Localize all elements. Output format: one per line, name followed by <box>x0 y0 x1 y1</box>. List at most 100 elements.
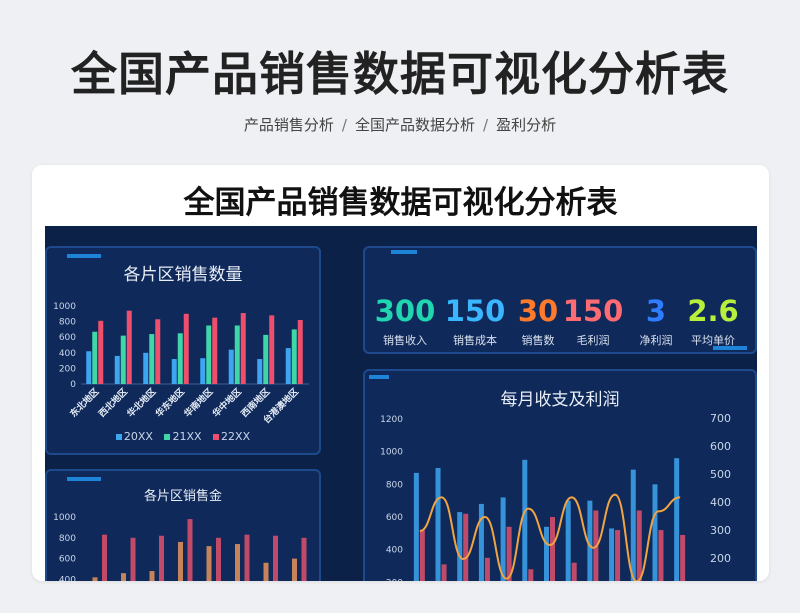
y-tick-label: 400 <box>59 575 76 581</box>
x-tick-label: 华南地区 <box>181 386 215 420</box>
bar <box>159 535 164 581</box>
y-tick-label: 1000 <box>53 302 76 312</box>
bar <box>658 530 664 581</box>
bar <box>587 500 593 581</box>
y-right-tick-label: 300 <box>710 524 731 537</box>
y-tick-label: 0 <box>70 380 76 390</box>
bar <box>130 537 136 581</box>
kpi-sales-revenue: 300 销售收入 <box>365 294 445 348</box>
preview-card[interactable]: 全国产品销售数据可视化分析表 各片区销售数量 0 200 400 600 800 1000… <box>32 165 769 581</box>
kpi-sales-count: 30 销售数 <box>498 294 578 348</box>
bar <box>235 544 240 581</box>
bar <box>522 459 528 581</box>
legend-swatch <box>115 434 122 440</box>
bar <box>178 541 183 581</box>
bar <box>297 320 303 384</box>
y-tick-label: 1000 <box>53 513 76 523</box>
bar <box>257 359 263 384</box>
y-left-tick-label: 200 <box>386 578 403 581</box>
bar <box>500 497 506 581</box>
region-amount-panel: 各片区销售金 200 400 600 800 1000 <box>45 469 321 581</box>
kpi-label: 毛利润 <box>576 334 610 347</box>
panel-accent <box>713 346 747 350</box>
legend-label: 22XX <box>221 430 251 443</box>
monthly-title: 每月收支及利润 <box>500 390 620 410</box>
kpi-gross-profit: 150 毛利润 <box>553 294 633 348</box>
breadcrumb-item-sales[interactable]: 产品销售分析 <box>243 116 334 134</box>
chart-legend: 20XX 21XX 22XX <box>47 430 319 443</box>
bar <box>484 557 490 581</box>
bar <box>244 534 250 581</box>
region-quantity-chart: 0 200 400 600 800 1000 东北地区西北地区华北地区华东地区华南地区华中地… <box>53 302 309 426</box>
kpi-panel: 300 销售收入 150 销售成本 30 销售数 150 毛利润 3 净利润 2… <box>363 246 757 354</box>
kpi-label: 销售收入 <box>383 334 427 347</box>
legend-item-21xx[interactable]: 21XX <box>164 430 202 443</box>
bar <box>98 320 104 384</box>
legend-item-22xx[interactable]: 22XX <box>213 430 250 443</box>
legend-item-20xx[interactable]: 20XX <box>115 430 153 443</box>
y-left-tick-label: 600 <box>386 513 403 523</box>
y-tick-label: 400 <box>59 349 76 359</box>
legend-swatch <box>164 434 171 440</box>
legend-swatch <box>213 434 220 440</box>
y-left-tick-label: 400 <box>386 546 403 556</box>
x-tick-label: 东北地区 <box>67 386 101 420</box>
dashboard-title: 全国产品销售数据可视化分析表 <box>183 185 618 221</box>
panel-accent <box>67 477 101 481</box>
bar <box>544 526 549 581</box>
panel-accent <box>369 375 389 379</box>
kpi-label: 平均单价 <box>691 334 735 347</box>
bar <box>269 315 275 384</box>
bar <box>102 534 107 581</box>
bar <box>435 468 441 581</box>
y-left-tick-label: 1200 <box>380 415 403 425</box>
bar <box>565 500 571 581</box>
bar <box>155 319 161 384</box>
kpi-net-profit: 3 净利润 <box>616 294 696 348</box>
bar <box>149 571 155 581</box>
monthly-panel: 每月收支及利润 200 400 600 800 1000 1200 200 300 400 500… <box>363 369 757 581</box>
bar <box>441 564 447 581</box>
bar <box>187 519 193 581</box>
y-tick-label: 200 <box>59 364 76 374</box>
bar <box>228 349 234 384</box>
y-tick-label: 600 <box>59 333 76 343</box>
kpi-label: 净利润 <box>639 334 673 347</box>
bar <box>292 558 297 581</box>
bar <box>285 348 291 384</box>
bar <box>506 526 512 581</box>
bar <box>609 528 615 581</box>
breadcrumb-item-national[interactable]: 全国产品数据分析 <box>354 116 475 134</box>
y-right-tick-label: 700 <box>710 412 731 425</box>
bar <box>206 546 212 581</box>
bar <box>413 472 419 581</box>
bar <box>121 573 126 581</box>
breadcrumb-separator: / <box>483 116 489 134</box>
bar <box>263 562 269 581</box>
bar <box>571 562 577 581</box>
bar <box>550 517 555 581</box>
bar <box>630 469 636 581</box>
bar <box>212 317 218 384</box>
bar <box>674 458 680 581</box>
kpi-value: 2.6 <box>687 294 739 328</box>
x-tick-label: 西北地区 <box>96 386 130 420</box>
profit-line <box>419 493 681 581</box>
bar <box>680 534 686 581</box>
bar <box>636 510 642 581</box>
breadcrumb-item-profit[interactable]: 盈利分析 <box>496 116 557 134</box>
bar <box>457 512 463 581</box>
legend-label: 21XX <box>172 430 202 443</box>
bar <box>419 530 425 581</box>
x-tick-label: 华北地区 <box>124 386 158 420</box>
bar <box>291 329 297 384</box>
bar <box>120 335 126 384</box>
bar <box>86 351 92 384</box>
y-tick-label: 800 <box>59 534 76 544</box>
kpi-value: 300 <box>374 294 436 328</box>
breadcrumb-separator: / <box>341 116 347 134</box>
bar <box>263 334 269 384</box>
bar <box>652 484 658 581</box>
bar <box>92 577 98 581</box>
kpi-value: 150 <box>444 294 506 328</box>
